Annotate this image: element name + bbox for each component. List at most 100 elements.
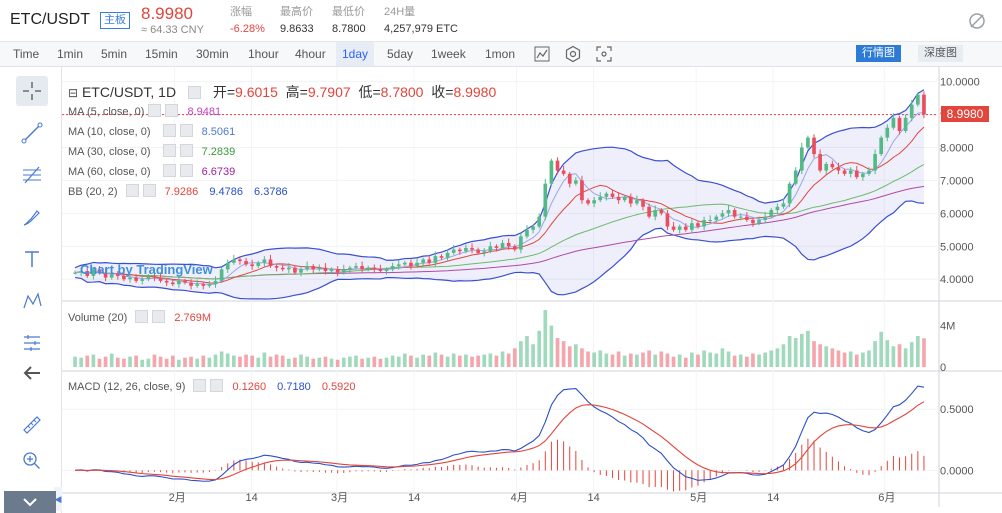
candle-body bbox=[824, 163, 829, 171]
close-icon[interactable] bbox=[210, 379, 224, 392]
open-value: 9.6015 bbox=[235, 84, 278, 100]
tf-1mon[interactable]: 1mon bbox=[485, 47, 516, 61]
price-chart[interactable]: 10.00009.00008.00007.00006.00005.00004.0… bbox=[62, 67, 1002, 513]
candle-body bbox=[311, 266, 316, 270]
candle-body bbox=[189, 282, 193, 286]
candle-body bbox=[702, 219, 706, 227]
theme-toggle-icon[interactable] bbox=[968, 12, 986, 30]
volume-bar bbox=[690, 352, 694, 367]
close-icon[interactable] bbox=[152, 310, 166, 323]
pair-name: ETC/USDT bbox=[10, 11, 90, 28]
close-icon[interactable] bbox=[165, 104, 179, 117]
tf-5min[interactable]: 5min bbox=[101, 47, 128, 61]
settings-icon[interactable] bbox=[125, 184, 139, 197]
depth-view-button[interactable]: 深度图 bbox=[918, 45, 963, 62]
settings-gear-icon[interactable] bbox=[564, 45, 582, 63]
text-tool[interactable] bbox=[16, 244, 48, 274]
volume-bar bbox=[256, 357, 261, 367]
candle-body bbox=[183, 280, 187, 283]
ruler-tool[interactable] bbox=[16, 410, 48, 440]
fullscreen-icon[interactable] bbox=[595, 45, 613, 63]
zoom-tool[interactable] bbox=[16, 446, 48, 476]
tf-5day[interactable]: 5day bbox=[387, 47, 414, 61]
tf-time[interactable]: Time bbox=[13, 47, 40, 61]
volume-bar bbox=[799, 333, 804, 367]
settings-icon[interactable] bbox=[162, 124, 176, 137]
tf-4hour[interactable]: 4hour bbox=[295, 47, 326, 61]
tradingview-watermark[interactable]: Chart by TradingView bbox=[80, 262, 213, 277]
time-tick-label: 14 bbox=[408, 492, 420, 504]
candle-body bbox=[109, 274, 114, 278]
volume-bar bbox=[745, 356, 749, 367]
sidebar-collapse-toggle[interactable]: ◀ bbox=[54, 487, 62, 511]
volume-bar bbox=[457, 355, 462, 367]
candle-body bbox=[561, 170, 566, 174]
legend-bb: BB (20, 2) 7.9286 9.4786 6.3786 bbox=[68, 184, 288, 198]
scroll-down-button[interactable] bbox=[4, 491, 56, 513]
tf-1min[interactable]: 1min bbox=[57, 47, 84, 61]
close-icon[interactable] bbox=[179, 164, 193, 177]
volume-bar bbox=[305, 356, 309, 367]
candle-body bbox=[250, 264, 254, 267]
pattern-tool[interactable] bbox=[16, 286, 48, 316]
crosshair-tool[interactable] bbox=[16, 76, 48, 106]
volume-bar bbox=[842, 352, 847, 367]
candle-body bbox=[293, 267, 297, 273]
price-tick-label: 10.0000 bbox=[940, 77, 980, 89]
pattern-icon bbox=[23, 292, 42, 309]
close-icon[interactable] bbox=[179, 144, 193, 157]
volume-bar bbox=[549, 325, 554, 367]
volume-bar bbox=[372, 356, 377, 367]
candle-body bbox=[836, 167, 841, 171]
volume-bar bbox=[567, 346, 572, 367]
macd-tick-label: 0.0000 bbox=[940, 465, 974, 477]
close-icon[interactable] bbox=[142, 184, 156, 197]
volume-bar bbox=[378, 358, 383, 367]
close-icon[interactable] bbox=[179, 124, 193, 137]
candle-body bbox=[366, 267, 371, 270]
candle-body bbox=[909, 104, 914, 118]
settings-icon[interactable] bbox=[135, 310, 149, 323]
legend-settings-icon[interactable] bbox=[187, 86, 201, 99]
tf-15min[interactable]: 15min bbox=[145, 47, 178, 61]
candle-body bbox=[341, 269, 346, 273]
brush-tool[interactable] bbox=[16, 202, 48, 232]
candle-body bbox=[598, 196, 603, 201]
settings-icon[interactable] bbox=[193, 379, 207, 392]
tf-1day[interactable]: 1day bbox=[336, 42, 375, 66]
volume-bar bbox=[409, 355, 413, 367]
candle-body bbox=[885, 127, 890, 138]
candle-body bbox=[390, 266, 395, 270]
kline-view-button[interactable]: 行情图 bbox=[856, 45, 901, 62]
candle-body bbox=[372, 267, 377, 270]
volume-bar bbox=[262, 352, 267, 367]
tf-30min[interactable]: 30min bbox=[196, 47, 229, 61]
price-tick-label: 5.0000 bbox=[940, 241, 974, 253]
back-tool[interactable] bbox=[16, 358, 48, 388]
volume-bar bbox=[885, 340, 890, 367]
tf-1week[interactable]: 1week bbox=[431, 47, 466, 61]
candle-body bbox=[403, 262, 407, 265]
settings-icon[interactable] bbox=[148, 104, 162, 117]
fib-tool[interactable] bbox=[16, 160, 48, 190]
volume-bar bbox=[610, 354, 615, 367]
low-value: 8.7800 bbox=[380, 84, 424, 100]
volume-bar bbox=[97, 358, 102, 367]
candle-body bbox=[494, 246, 499, 248]
candle-body bbox=[348, 267, 352, 270]
candle-body bbox=[751, 219, 755, 224]
settings-icon[interactable] bbox=[162, 164, 176, 177]
volume-bar bbox=[903, 348, 908, 367]
chart-type-icon[interactable] bbox=[533, 45, 551, 63]
candle-body bbox=[451, 249, 456, 253]
candle-body bbox=[476, 249, 480, 253]
candle-body bbox=[439, 256, 444, 258]
price-tick-label: 8.0000 bbox=[940, 142, 974, 154]
collapse-legend-icon[interactable]: ⊟ bbox=[68, 86, 79, 100]
candle-body bbox=[286, 267, 291, 270]
trend-line-tool[interactable] bbox=[16, 118, 48, 148]
tf-1hour[interactable]: 1hour bbox=[248, 47, 279, 61]
time-tick-label: 14 bbox=[588, 492, 600, 504]
measure-tool[interactable] bbox=[16, 328, 48, 358]
settings-icon[interactable] bbox=[162, 144, 176, 157]
